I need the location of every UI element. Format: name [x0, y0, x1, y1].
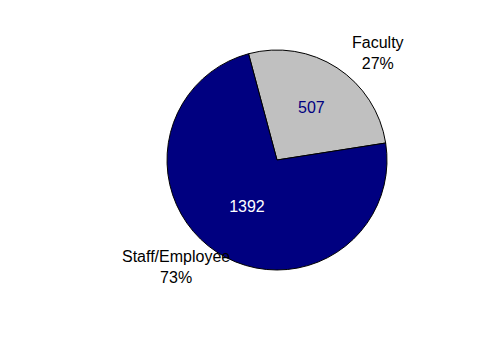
svg-text:1392: 1392 — [229, 198, 265, 215]
svg-text:Staff/Employee73%: Staff/Employee73% — [122, 248, 230, 286]
svg-text:507: 507 — [298, 99, 325, 116]
svg-text:Faculty27%: Faculty27% — [352, 34, 404, 72]
